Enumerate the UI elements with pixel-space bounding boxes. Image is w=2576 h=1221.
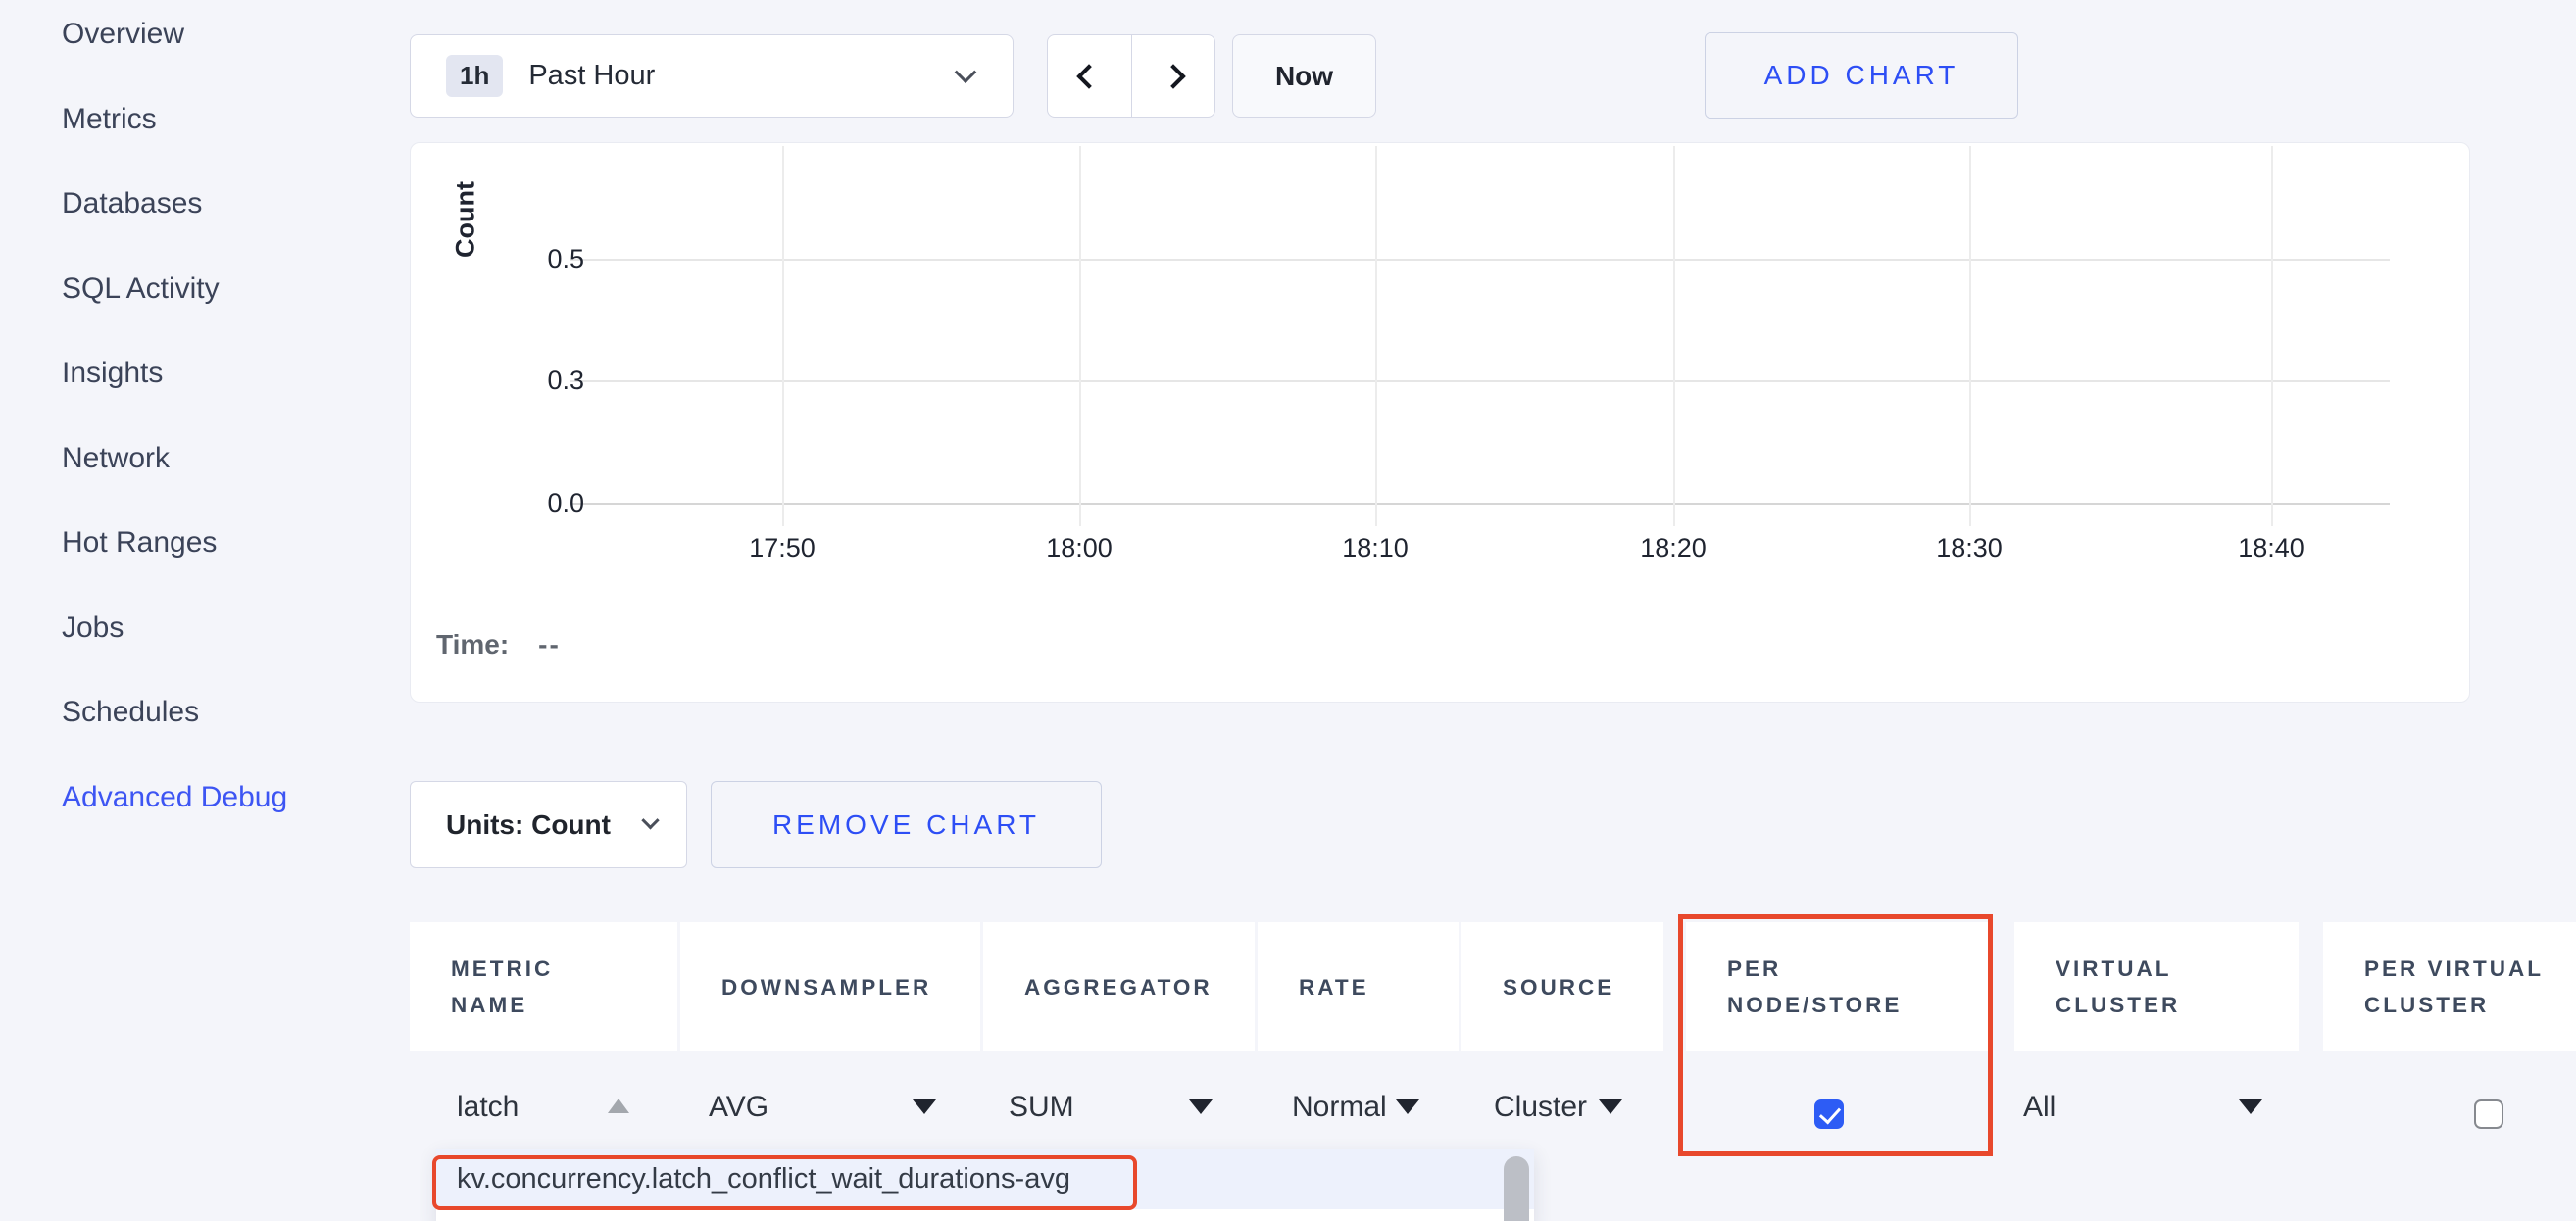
per-node-store-checkbox[interactable] bbox=[1814, 1099, 1844, 1129]
sidebar-item-schedules[interactable]: Schedules bbox=[62, 695, 287, 780]
sidebar-item-advanced-debug[interactable]: Advanced Debug bbox=[62, 780, 287, 865]
sidebar-item-hot-ranges[interactable]: Hot Ranges bbox=[62, 525, 287, 610]
time-range-badge: 1h bbox=[446, 55, 504, 97]
sidebar-item-label: Insights bbox=[62, 357, 164, 389]
gridline bbox=[570, 380, 2390, 382]
aggregator-caret-icon[interactable] bbox=[1189, 1099, 1213, 1114]
remove-chart-button[interactable]: REMOVE CHART bbox=[711, 781, 1102, 868]
sidebar-item-label: Schedules bbox=[62, 696, 200, 728]
virtual-cluster-caret-icon[interactable] bbox=[2239, 1099, 2262, 1114]
sidebar-item-label: Hot Ranges bbox=[62, 526, 218, 559]
y-tick: 0.0 bbox=[547, 488, 584, 517]
x-tick: 18:10 bbox=[1342, 533, 1409, 562]
sidebar-nav: Overview Metrics Databases SQL Activity … bbox=[0, 0, 372, 1221]
sidebar-item-label: Metrics bbox=[62, 102, 157, 135]
gridline bbox=[782, 146, 784, 526]
add-chart-button[interactable]: ADD CHART bbox=[1705, 32, 2018, 119]
downsampler-caret-icon[interactable] bbox=[913, 1099, 936, 1114]
metric-suggestion-item[interactable]: kv.concurrency.latch_conflict_wait_durat… bbox=[436, 1149, 1534, 1209]
col-header-rate: RATE bbox=[1258, 922, 1459, 1051]
gridline bbox=[1673, 146, 1675, 526]
x-tick: 18:00 bbox=[1046, 533, 1113, 562]
x-tick: 18:20 bbox=[1640, 533, 1707, 562]
hover-time-readout: Time: -- bbox=[436, 629, 561, 660]
gridline bbox=[1375, 146, 1377, 526]
sidebar-item-label: Databases bbox=[62, 187, 203, 220]
chevron-left-icon bbox=[1076, 63, 1102, 89]
sidebar-item-databases[interactable]: Databases bbox=[62, 186, 287, 271]
gridline bbox=[1969, 146, 1971, 526]
sidebar-item-network[interactable]: Network bbox=[62, 441, 287, 526]
source-select[interactable]: Cluster bbox=[1494, 1091, 1588, 1123]
sidebar-item-label: Network bbox=[62, 441, 171, 474]
x-tick: 18:30 bbox=[1936, 533, 2003, 562]
now-button[interactable]: Now bbox=[1232, 34, 1376, 118]
units-dropdown-label: Units: Count bbox=[446, 808, 611, 840]
rate-select[interactable]: Normal bbox=[1292, 1091, 1387, 1123]
per-virtual-cluster-checkbox[interactable] bbox=[2474, 1099, 2503, 1129]
time-range-picker[interactable]: 1h Past Hour bbox=[410, 34, 1014, 118]
time-label: Time: bbox=[436, 629, 510, 659]
metric-dropdown-caret-icon[interactable] bbox=[608, 1099, 629, 1113]
chevron-right-icon bbox=[1161, 63, 1186, 89]
y-tick: 0.3 bbox=[547, 366, 584, 395]
sidebar-item-metrics[interactable]: Metrics bbox=[62, 102, 287, 187]
col-header-downsampler: DOWNSAMPLER bbox=[680, 922, 980, 1051]
downsampler-select[interactable]: AVG bbox=[709, 1091, 769, 1123]
col-header-virtual-cluster: VIRTUAL CLUSTER bbox=[2014, 922, 2299, 1051]
x-tick: 17:50 bbox=[749, 533, 816, 562]
col-header-source: SOURCE bbox=[1461, 922, 1663, 1051]
sidebar-item-jobs[interactable]: Jobs bbox=[62, 610, 287, 696]
col-header-per-node-store: PER NODE/STORE bbox=[1686, 922, 1990, 1051]
gridline bbox=[1079, 146, 1081, 526]
gridline bbox=[570, 259, 2390, 261]
sidebar-item-label: Overview bbox=[62, 18, 185, 50]
rate-caret-icon[interactable] bbox=[1396, 1099, 1419, 1114]
time-value: -- bbox=[538, 629, 561, 659]
sidebar-item-label: Advanced Debug bbox=[62, 780, 288, 813]
metric-autocomplete-dropdown: kv.concurrency.latch_conflict_wait_durat… bbox=[436, 1149, 1534, 1221]
custom-chart-panel: Count 0.5 0.3 0.0 17:50 18:00 18:10 18:2… bbox=[410, 142, 2470, 703]
source-caret-icon[interactable] bbox=[1599, 1099, 1622, 1114]
sidebar-item-overview[interactable]: Overview bbox=[62, 17, 287, 102]
metric-name-input[interactable]: latch bbox=[457, 1091, 520, 1123]
chevron-down-icon bbox=[954, 60, 977, 83]
next-time-button[interactable] bbox=[1130, 35, 1215, 117]
col-header-aggregator: AGGREGATOR bbox=[983, 922, 1255, 1051]
sidebar-item-insights[interactable]: Insights bbox=[62, 356, 287, 441]
units-dropdown[interactable]: Units: Count bbox=[410, 781, 687, 868]
dropdown-scrollbar[interactable] bbox=[1504, 1156, 1529, 1221]
chevron-down-icon bbox=[641, 811, 660, 830]
time-range-label: Past Hour bbox=[528, 60, 656, 91]
x-tick: 18:40 bbox=[2238, 533, 2304, 562]
sidebar-item-label: SQL Activity bbox=[62, 271, 220, 305]
col-header-per-virtual-cluster: PER VIRTUAL CLUSTER bbox=[2323, 922, 2576, 1051]
y-tick: 0.5 bbox=[547, 244, 584, 273]
gridline bbox=[2271, 146, 2273, 526]
aggregator-select[interactable]: SUM bbox=[1009, 1091, 1074, 1123]
sidebar-item-sql-activity[interactable]: SQL Activity bbox=[62, 271, 287, 357]
col-header-metric-name: METRIC NAME bbox=[410, 922, 677, 1051]
time-step-buttons bbox=[1047, 34, 1215, 118]
virtual-cluster-select[interactable]: All bbox=[2023, 1091, 2056, 1123]
sidebar-item-label: Jobs bbox=[62, 610, 124, 644]
axis-baseline bbox=[570, 503, 2390, 505]
previous-time-button[interactable] bbox=[1048, 35, 1131, 117]
